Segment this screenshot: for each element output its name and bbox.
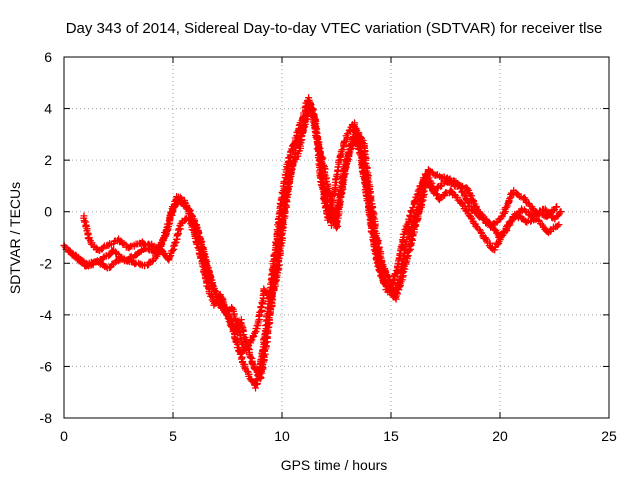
y-tick-labels: -8 -6 -4 -2 0 2 4 6	[40, 49, 53, 426]
grid-lines	[64, 57, 609, 418]
data-series-group	[61, 95, 564, 391]
data-series	[66, 101, 560, 354]
chart: Day 343 of 2014, Sidereal Day-to-day VTE…	[0, 0, 640, 480]
y-tick-label: 2	[44, 152, 52, 168]
x-tick-label: 0	[60, 428, 68, 444]
y-tick-label: 0	[44, 204, 52, 220]
x-tick-label: 10	[274, 428, 290, 444]
y-tick-label: -4	[40, 307, 53, 323]
chart-title: Day 343 of 2014, Sidereal Day-to-day VTE…	[66, 20, 603, 37]
y-tick-label: -6	[40, 358, 53, 374]
plot-frame	[64, 57, 609, 418]
axis-ticks	[64, 57, 609, 418]
y-tick-label: 4	[44, 101, 52, 117]
x-tick-label: 5	[169, 428, 177, 444]
y-axis-label: SDTVAR / TECUs	[7, 182, 23, 294]
y-tick-label: -8	[40, 410, 53, 426]
series-markers	[66, 101, 560, 354]
y-tick-label: 6	[44, 49, 52, 65]
x-tick-label: 15	[383, 428, 399, 444]
x-tick-label: 25	[601, 428, 617, 444]
y-tick-label: -2	[40, 255, 53, 271]
x-tick-labels: 0 5 10 15 20 25	[60, 428, 617, 444]
x-axis-label: GPS time / hours	[281, 457, 388, 473]
x-tick-label: 20	[492, 428, 508, 444]
